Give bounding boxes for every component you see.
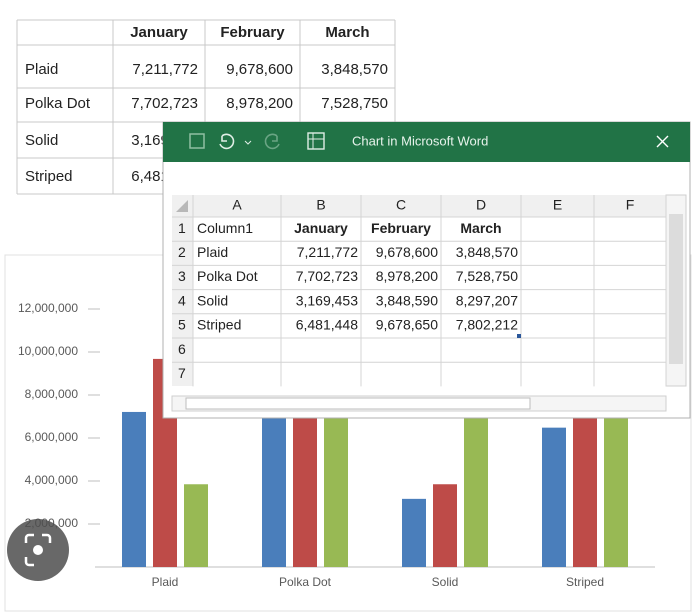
- row-label: Striped: [25, 168, 73, 185]
- row-number: 5: [178, 317, 186, 333]
- row-number: 1: [178, 220, 186, 236]
- edit-data-icon[interactable]: [307, 132, 325, 150]
- bar: [604, 399, 628, 567]
- y-tick-label: 6,000,000: [25, 430, 79, 444]
- lens-dot: [33, 545, 43, 555]
- sheet-cell: 3,169,453: [296, 292, 358, 308]
- close-button[interactable]: [656, 135, 669, 148]
- column-header: January: [130, 24, 188, 41]
- bar: [402, 498, 426, 567]
- sheet-cell: 7,211,772: [297, 244, 358, 260]
- scroll-thumb[interactable]: [669, 214, 683, 364]
- sheet-cell: 9,678,650: [376, 317, 438, 333]
- sheet-cell: 8,297,207: [456, 292, 518, 308]
- column-header: March: [325, 24, 369, 41]
- bar: [122, 411, 146, 567]
- sheet-cell: 9,678,600: [376, 244, 438, 260]
- bar: [542, 427, 566, 567]
- excel-window: Chart in Microsoft Word A B C D E F 1 2 3 4 5 6 7 Col…: [162, 121, 691, 419]
- x-tick-label: Striped: [566, 575, 604, 589]
- column-letter: F: [626, 197, 635, 213]
- row-number: 2: [178, 244, 186, 260]
- column-letter: A: [232, 197, 242, 213]
- range-handle: [517, 334, 521, 338]
- sheet-cell: Solid: [197, 292, 228, 308]
- y-tick-label: 4,000,000: [25, 473, 79, 487]
- y-tick-label: 8,000,000: [25, 387, 79, 401]
- row-label: Polka Dot: [25, 95, 91, 112]
- sheet-header-cell: Column1: [197, 220, 253, 236]
- bar: [262, 401, 286, 567]
- column-letter: B: [316, 197, 325, 213]
- sheet-cell: 6,481,448: [296, 317, 358, 333]
- h-scroll-thumb[interactable]: [185, 397, 531, 410]
- row-number: 4: [178, 292, 186, 308]
- column-letter: D: [476, 197, 486, 213]
- title-bar: [163, 122, 690, 162]
- sheet-cell: 3,848,570: [456, 244, 518, 260]
- row-label: Solid: [25, 132, 58, 149]
- cell: 3,848,570: [321, 61, 388, 78]
- cell: 7,702,723: [131, 95, 198, 112]
- sheet-cell: 8,978,200: [376, 268, 438, 284]
- row-label: Plaid: [25, 61, 58, 78]
- select-all[interactable]: [176, 200, 188, 212]
- edit-data-icon-grid: [308, 133, 324, 149]
- sheet-cell: 7,802,212: [456, 317, 518, 333]
- sheet-cell: Plaid: [197, 244, 228, 260]
- cell: 8,978,200: [226, 95, 293, 112]
- bar: [433, 484, 457, 567]
- column-header-bar: [172, 195, 666, 217]
- row-number: 6: [178, 341, 186, 357]
- cell: 9,678,600: [226, 61, 293, 78]
- sheet-cell: 3,848,590: [376, 292, 438, 308]
- window-title: Chart in Microsoft Word: [352, 133, 488, 148]
- row-number: 3: [178, 268, 186, 284]
- sheet-cell: 7,702,723: [296, 268, 358, 284]
- column-header: February: [220, 24, 285, 41]
- redo-icon[interactable]: [264, 133, 280, 150]
- cell: 7,211,772: [132, 61, 198, 78]
- lens-icon: [24, 533, 52, 567]
- y-tick-label: 10,000,000: [18, 344, 78, 358]
- sheet-cell: Polka Dot: [197, 268, 258, 284]
- sheet-header-cell: February: [371, 220, 431, 236]
- undo-icon[interactable]: [219, 133, 235, 150]
- bar: [324, 405, 348, 567]
- bar: [184, 484, 208, 567]
- sheet-header-cell: March: [460, 220, 501, 236]
- cell: 7,528,750: [321, 95, 388, 112]
- x-tick-label: Polka Dot: [279, 575, 332, 589]
- x-tick-label: Plaid: [152, 575, 179, 589]
- save-icon[interactable]: [189, 133, 205, 149]
- column-letter: C: [396, 197, 406, 213]
- sheet-header-cell: January: [294, 220, 348, 236]
- column-letter: E: [553, 197, 562, 213]
- x-tick-label: Solid: [432, 575, 459, 589]
- sheet-cell: 7,528,750: [456, 268, 518, 284]
- undo-dropdown[interactable]: [244, 140, 252, 145]
- y-tick-label: 12,000,000: [18, 301, 78, 315]
- sheet-cell: Striped: [197, 317, 241, 333]
- lens-button[interactable]: [7, 519, 69, 581]
- sheet-grid: A B C D E F 1 2 3 4 5 6 7 Column1 January February March…: [172, 195, 667, 387]
- row-number: 7: [178, 365, 186, 381]
- window-frame: [162, 121, 691, 419]
